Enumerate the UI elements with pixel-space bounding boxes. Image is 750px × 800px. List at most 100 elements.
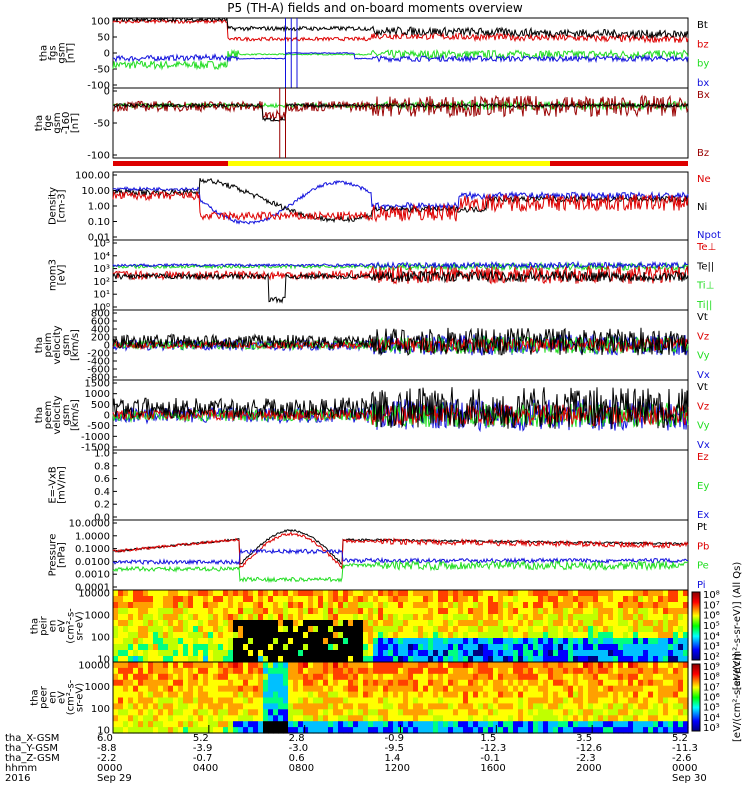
spectrogram-cell (348, 614, 354, 621)
spectrogram-cell (508, 667, 514, 675)
spectrogram-cell (168, 697, 174, 704)
spectrogram-cell (353, 620, 359, 627)
spectrogram-cell (513, 614, 519, 621)
spectrogram-cell (363, 721, 369, 728)
spectrogram-cell (673, 638, 679, 645)
spectrogram-cell (328, 596, 334, 603)
x-axis-column: 5.2 -11.3 -2.6 0000 Sep 30 (672, 734, 707, 784)
spectrogram-cell (553, 590, 559, 597)
spectrogram-cell (673, 650, 679, 657)
series-by (112, 48, 689, 71)
spectrogram-cell (268, 656, 274, 663)
spectrogram-cell (663, 626, 669, 633)
spectrogram-cell (168, 721, 174, 728)
spectrogram-cell (218, 703, 224, 710)
spectrogram-cell (173, 608, 179, 615)
spectrogram-cell (143, 673, 149, 681)
spectrogram-cell (118, 632, 124, 639)
spectrogram-cell (173, 632, 179, 639)
spectrogram-cell (338, 667, 344, 675)
spectrogram-cell (308, 727, 314, 734)
spectrogram-cell (188, 721, 194, 728)
spectrogram-cell (533, 638, 539, 645)
spectrogram-cell (628, 596, 634, 603)
spectrogram-cell (313, 644, 319, 651)
spectrogram-cell (583, 596, 589, 603)
spectrogram-cell (598, 638, 604, 645)
spectrogram-cell (433, 626, 439, 633)
spectrogram-cell (578, 721, 584, 728)
x-axis-y-value: -3.9 (192, 743, 213, 754)
spectrogram-cell (523, 691, 529, 699)
spectrogram-cell (563, 620, 569, 627)
spectrogram-cell (373, 697, 379, 704)
spectrogram-cell (678, 667, 684, 675)
spectrogram-cell (263, 638, 269, 645)
spectrogram-cell (633, 662, 639, 669)
spectrogram-cell (333, 703, 339, 710)
spectrogram-cell (248, 709, 254, 716)
spectrogram-cell (408, 685, 414, 693)
spectrogram-cell (493, 727, 499, 734)
spectrogram-cell (198, 590, 204, 597)
x-axis-column: -0.9 -9.5 1.4 1200 (385, 734, 410, 784)
spectrogram-cell (428, 685, 434, 693)
spectrogram-cell (148, 697, 154, 704)
spectrogram-cell (148, 721, 154, 728)
spectrogram-cell (368, 638, 374, 645)
spectrogram-cell (588, 638, 594, 645)
spectrogram-cell (153, 727, 159, 734)
spectrogram-cell (448, 721, 454, 728)
spectrogram-cell (598, 691, 604, 699)
spectrogram-cell (613, 679, 619, 687)
spectrogram-cell (278, 721, 284, 728)
spectrogram-cell (523, 638, 529, 645)
spectrogram-cell (418, 626, 424, 633)
spectrogram-cell (158, 691, 164, 699)
spectrogram-cell (423, 691, 429, 699)
spectrogram-cell (648, 673, 654, 681)
spectrogram-cell (673, 667, 679, 675)
spectrogram-cell (453, 715, 459, 722)
spectrogram-cell (568, 715, 574, 722)
spectrogram-cell (158, 727, 164, 734)
spectrogram-cell (198, 709, 204, 716)
y-tick-label: 100 (91, 704, 110, 715)
spectrogram-cell (138, 638, 144, 645)
colorbar-tick: 10⁸ (703, 590, 720, 601)
spectrogram-cell (318, 673, 324, 681)
spectrogram-cell (363, 662, 369, 669)
spectrogram-cell (113, 673, 119, 681)
spectrogram-cell (343, 638, 349, 645)
spectrogram-cell (273, 590, 279, 597)
spectrogram-cell (603, 656, 609, 663)
x-axis-hhmm-value: 0000 (97, 763, 123, 774)
spectrogram-cell (473, 602, 479, 609)
spectrogram-cell (488, 608, 494, 615)
spectrogram-cell (623, 602, 629, 609)
spectrogram-cell (633, 608, 639, 615)
spectrogram-cell (583, 608, 589, 615)
legend-entry: bx (697, 78, 709, 89)
spectrogram-cell (343, 656, 349, 663)
spectrogram-cell (128, 626, 134, 633)
spectrogram-cell (243, 715, 249, 722)
spectrogram-cell (188, 667, 194, 675)
spectrogram-cell (388, 602, 394, 609)
spectrogram-cell (448, 596, 454, 603)
spectrogram-cell (338, 709, 344, 716)
spectrogram-cell (478, 644, 484, 651)
spectrogram-cell (133, 638, 139, 645)
spectrogram-cell (653, 691, 659, 699)
spectrogram-cell (153, 620, 159, 627)
spectrogram-cell (623, 650, 629, 657)
spectrogram-cell (318, 650, 324, 657)
spectrogram-cell (423, 697, 429, 704)
spectrogram-cell (423, 656, 429, 663)
spectrogram-cell (458, 673, 464, 681)
spectrogram-cell (473, 656, 479, 663)
spectrogram-cell (303, 620, 309, 627)
spectrogram-cell (133, 673, 139, 681)
spectrogram-cell (158, 715, 164, 722)
spectrogram-cell (528, 596, 534, 603)
